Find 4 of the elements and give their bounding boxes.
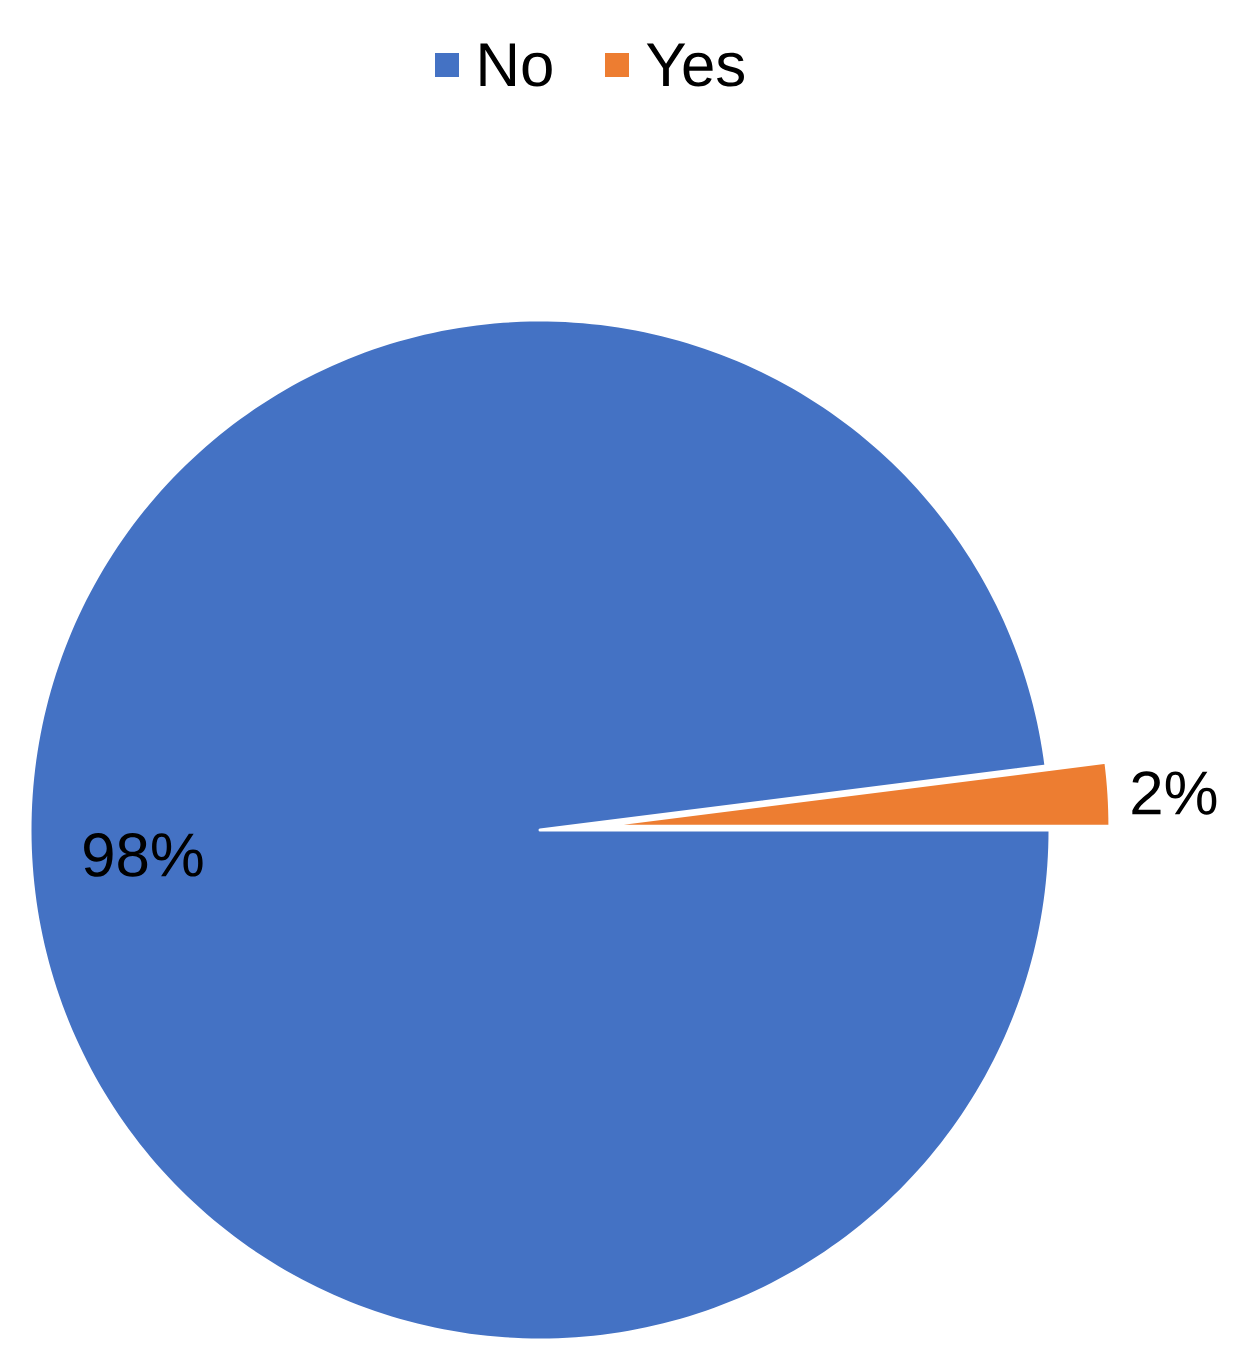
data-label: 98% (84, 833, 203, 877)
legend-label: Yes (646, 43, 744, 87)
data-label: 2% (1132, 771, 1217, 815)
legend-label: No (480, 43, 552, 87)
